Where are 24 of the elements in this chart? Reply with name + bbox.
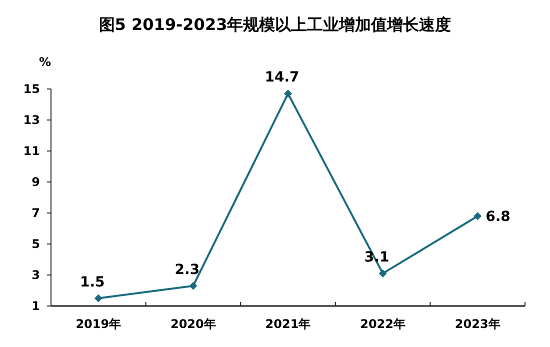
y-tick-label: 7	[32, 206, 40, 220]
y-tick-label: 15	[23, 82, 40, 96]
x-tick-label: 2021年	[265, 317, 311, 331]
point	[284, 90, 292, 98]
x-tick-label: 2023年	[454, 317, 500, 331]
x-tick-label: 2022年	[360, 317, 406, 331]
point	[94, 294, 102, 302]
data-label: 14.7	[264, 70, 300, 86]
y-tick-label: 3	[32, 268, 40, 282]
y-tick-label: 9	[32, 175, 40, 189]
y-tick-label: 5	[32, 237, 40, 251]
point	[189, 282, 198, 290]
y-tick-label: 11	[23, 144, 40, 158]
y-tick-label: 13	[23, 113, 40, 127]
point	[378, 269, 387, 278]
data-label: 2.3	[174, 262, 200, 278]
data-label: 6.8	[486, 209, 510, 226]
y-axis-title: %	[38, 55, 52, 69]
x-tick-label: 2019年	[76, 317, 122, 331]
point	[474, 212, 482, 220]
chart-title: 图5 2019-2023年规模以上工业增加值增长速度	[98, 15, 452, 34]
data-label: 1.5	[80, 274, 105, 290]
y-tick-label: 1	[32, 299, 40, 313]
x-tick-label: 2020年	[170, 317, 216, 331]
